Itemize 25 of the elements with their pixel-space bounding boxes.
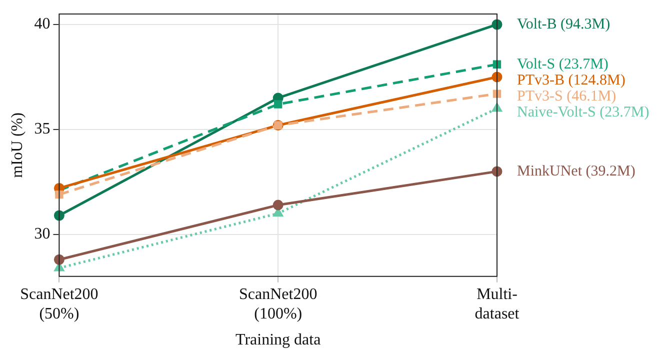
x-tick-label: ScanNet200 (100%) <box>239 286 318 322</box>
series-label: PTv3-B (124.8M) <box>517 72 626 88</box>
series-label: Volt-B (94.3M) <box>517 16 610 32</box>
point <box>492 90 502 98</box>
x-tick-label: ScanNet200 (50%) <box>20 286 98 322</box>
point <box>54 254 64 265</box>
point <box>492 60 502 68</box>
y-tick-label: 35 <box>34 120 50 138</box>
point <box>492 103 502 112</box>
y-tick-label: 40 <box>34 16 50 33</box>
series-label: Naive-Volt-S (23.7M) <box>517 104 650 120</box>
point <box>272 200 284 210</box>
series-label: MinkUNet (39.2M) <box>517 163 636 180</box>
point <box>54 210 64 221</box>
x-tick-label: Multi- dataset <box>474 286 520 322</box>
point <box>55 190 64 199</box>
y-tick-label: 30 <box>34 226 50 243</box>
point <box>274 100 282 108</box>
point <box>492 72 502 82</box>
y-axis-title: mIoU (%) <box>8 112 26 178</box>
x-axis-title: Training data <box>236 332 321 349</box>
point <box>492 166 502 177</box>
point <box>492 19 502 30</box>
series-label: Volt-S (23.7M) <box>517 56 608 72</box>
series-label: PTv3-S (46.1M) <box>517 88 616 104</box>
